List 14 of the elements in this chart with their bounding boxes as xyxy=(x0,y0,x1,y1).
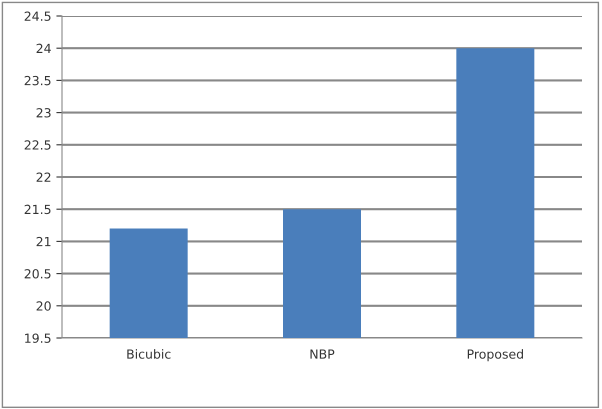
y-tick-label: 21.5 xyxy=(24,204,50,214)
x-tick-label: NBP xyxy=(310,349,334,359)
y-tick-label: 20.5 xyxy=(24,269,50,279)
x-tick-label: Bicubic xyxy=(127,349,170,359)
y-tick-label: 19.5 xyxy=(25,333,50,343)
y-tick-label: 24.5 xyxy=(24,11,50,21)
y-tick-label: 22.5 xyxy=(24,140,50,150)
y-tick-label: 23.5 xyxy=(24,76,50,86)
y-tick-label: 21 xyxy=(36,236,50,246)
y-tick-label: 23 xyxy=(36,108,51,118)
x-tick-label: Proposed xyxy=(468,349,523,362)
y-tick-label: 24 xyxy=(36,44,51,53)
y-tick-label: 20 xyxy=(36,301,51,311)
y-tick-label: 22 xyxy=(36,172,50,182)
